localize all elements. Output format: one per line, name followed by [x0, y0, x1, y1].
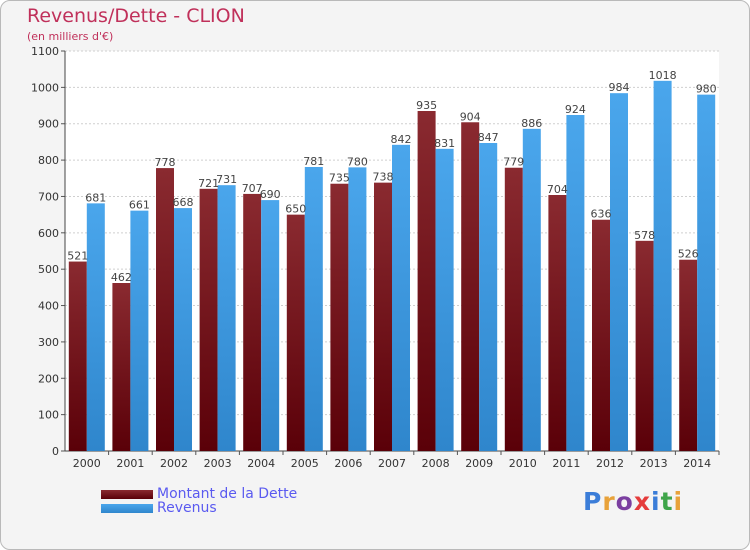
y-tick-label: 200: [38, 372, 59, 385]
x-tick-label: 2010: [509, 457, 537, 470]
data-label-debt: 462: [111, 271, 132, 284]
legend-item-revenue: Revenus: [101, 500, 297, 516]
bar-debt: [286, 214, 305, 451]
y-tick-label: 700: [38, 190, 59, 203]
data-label-debt: 779: [503, 156, 524, 169]
x-tick-label: 2003: [204, 457, 232, 470]
bar-debt: [68, 261, 87, 451]
data-label-debt: 721: [198, 177, 219, 190]
data-label-debt: 578: [634, 229, 655, 242]
legend-swatch-debt: [101, 489, 153, 499]
data-label-revenue: 731: [216, 173, 237, 186]
bar-revenue: [217, 185, 236, 451]
bar-revenue: [348, 167, 367, 451]
data-label-revenue: 780: [347, 155, 368, 168]
data-label-revenue: 886: [521, 117, 542, 130]
y-tick-label: 900: [38, 118, 59, 131]
x-tick-label: 2008: [422, 457, 450, 470]
x-tick-label: 2004: [247, 457, 275, 470]
bar-revenue: [610, 93, 628, 451]
bar-debt: [548, 195, 567, 451]
data-label-revenue: 831: [434, 137, 455, 150]
bar-revenue: [392, 144, 410, 451]
x-tick-label: 2006: [334, 457, 362, 470]
data-label-revenue: 781: [303, 155, 324, 168]
chart-subtitle: (en milliers d'€): [27, 30, 114, 43]
x-tick-label: 2002: [160, 457, 188, 470]
data-label-revenue: 681: [85, 191, 106, 204]
bar-debt: [679, 259, 698, 451]
data-label-debt: 526: [678, 248, 699, 261]
data-label-debt: 738: [373, 171, 394, 184]
bar-revenue: [86, 203, 105, 451]
bar-revenue: [566, 115, 585, 451]
y-tick-label: 0: [52, 445, 59, 458]
data-label-revenue: 661: [129, 199, 150, 212]
x-tick-label: 2000: [73, 457, 101, 470]
bar-debt: [243, 193, 262, 451]
x-tick-label: 2007: [378, 457, 406, 470]
legend-label-revenue: Revenus: [157, 500, 217, 516]
proxiti-logo: Proxiti: [583, 487, 684, 516]
data-label-revenue: 847: [478, 131, 499, 144]
data-label-revenue: 690: [260, 188, 281, 201]
bar-debt: [374, 182, 392, 452]
y-tick-label: 400: [38, 300, 59, 313]
x-tick-label: 2014: [683, 457, 711, 470]
legend: Montant de la Dette Revenus: [101, 486, 298, 516]
bar-debt: [461, 122, 480, 451]
bar-revenue: [479, 143, 498, 451]
data-label-revenue: 980: [696, 83, 717, 96]
data-label-debt: 904: [460, 110, 481, 123]
data-label-debt: 707: [242, 182, 263, 195]
x-tick-label: 2011: [552, 457, 580, 470]
bar-revenue: [304, 167, 323, 451]
y-tick-label: 1000: [31, 81, 59, 94]
bar-debt: [112, 283, 131, 451]
bar-debt: [504, 167, 523, 451]
x-tick-label: 2013: [640, 457, 668, 470]
legend-label-debt: Montant de la Dette: [157, 486, 298, 502]
data-label-revenue: 1018: [649, 69, 677, 82]
y-tick-label: 100: [38, 409, 59, 422]
y-tick-label: 800: [38, 154, 59, 167]
data-label-debt: 778: [155, 156, 176, 169]
bar-debt: [417, 111, 436, 451]
bar-debt: [156, 168, 174, 451]
data-label-revenue: 924: [565, 103, 586, 116]
y-tick-label: 1100: [31, 45, 59, 58]
bar-debt: [199, 188, 218, 451]
data-label-revenue: 668: [173, 196, 194, 209]
chart-title: Revenus/Dette - CLION: [27, 5, 245, 27]
x-tick-label: 2001: [116, 457, 144, 470]
data-label-revenue: 842: [391, 133, 412, 146]
bar-revenue: [130, 210, 149, 451]
bar-revenue: [653, 80, 672, 452]
bar-revenue: [522, 128, 541, 451]
bar-revenue: [261, 200, 280, 451]
bar-revenue: [697, 94, 716, 452]
data-label-debt: 636: [591, 208, 612, 221]
y-tick-label: 300: [38, 336, 59, 349]
data-label-revenue: 984: [609, 81, 630, 94]
data-label-debt: 935: [416, 99, 437, 112]
bar-debt: [330, 183, 349, 451]
data-label-debt: 735: [329, 172, 350, 185]
bar-debt: [635, 240, 654, 451]
legend-item-debt: Montant de la Dette: [101, 486, 298, 502]
x-tick-label: 2009: [465, 457, 493, 470]
data-label-debt: 704: [547, 183, 568, 196]
x-tick-label: 2005: [291, 457, 319, 470]
y-tick-label: 600: [38, 227, 59, 240]
data-label-debt: 650: [285, 203, 306, 216]
bar-revenue: [435, 148, 454, 451]
bar-debt: [592, 219, 610, 451]
y-tick-label: 500: [38, 263, 59, 276]
x-tick-label: 2012: [596, 457, 624, 470]
legend-swatch-revenue: [101, 503, 153, 513]
bar-revenue: [174, 208, 192, 451]
data-label-debt: 521: [67, 250, 88, 263]
